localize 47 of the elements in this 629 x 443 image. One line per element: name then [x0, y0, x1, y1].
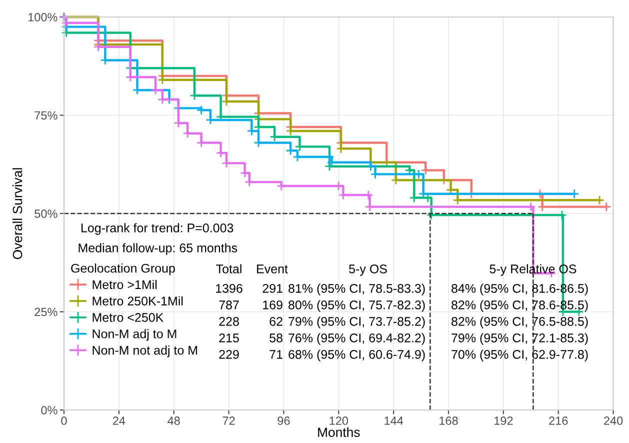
annotation: 81% (95% CI, 78.5-83.3): [288, 284, 425, 296]
x-tick-label: 144: [384, 416, 404, 425]
annotation: 79% (95% CI, 72.1-85.3): [452, 333, 588, 345]
annotation: 787: [219, 300, 239, 310]
annotation: 82% (95% CI, 76.5-88.5): [452, 316, 588, 328]
annotation: 79% (95% CI, 73.7-85.2): [288, 316, 425, 328]
annotation: 229: [219, 350, 239, 359]
annotation: Event: [257, 264, 288, 274]
y-tick-label: 50%: [34, 210, 58, 218]
x-tick-label: 72: [222, 416, 235, 425]
annotation: 215: [219, 334, 239, 342]
x-tick-label: 96: [278, 416, 290, 425]
legend-label: Non-M adj to M: [92, 329, 176, 341]
x-tick-label: 48: [168, 416, 180, 425]
x-tick-label: 192: [494, 416, 513, 425]
annotation: 76% (95% CI, 69.4-82.2): [288, 333, 425, 345]
y-tick-label: 0%: [41, 406, 58, 414]
annotation: 62: [270, 317, 282, 326]
y-tick-label: 75%: [34, 111, 58, 120]
annotation: 169: [263, 300, 282, 310]
legend-label: Metro 250K-1Mil: [92, 296, 183, 306]
legend-label: Metro <250K: [92, 313, 164, 322]
legend-label: Non-M not adj to M: [92, 346, 198, 358]
annotation: 58: [270, 334, 282, 342]
x-tick-label: 24: [112, 416, 126, 425]
x-tick-label: 168: [440, 416, 458, 425]
y-axis-title: Overall Survival: [12, 168, 22, 260]
annotation: 5-y OS: [349, 264, 387, 276]
annotation: 80% (95% CI, 75.7-82.3): [288, 300, 425, 312]
legend-title: Geolocation Group: [71, 264, 175, 276]
annotation: 68% (95% CI, 60.6-74.9): [288, 350, 425, 362]
x-tick-label: 216: [549, 416, 568, 425]
annotation: 228: [219, 317, 239, 326]
y-tick-label: 25%: [34, 308, 58, 316]
x-tick-label: 240: [604, 416, 623, 425]
annotation: 71: [270, 350, 282, 359]
annotation: Log-rank for trend: P=0.003: [82, 223, 234, 235]
annotation: 291: [262, 284, 282, 293]
y-tick-label: 100%: [28, 13, 58, 22]
x-tick-label: 120: [330, 416, 348, 425]
annotation: 1396: [216, 284, 242, 293]
annotation: 70% (95% CI, 62.9-77.8): [452, 350, 588, 362]
annotation: Total: [216, 264, 242, 274]
x-axis-title: Months: [318, 427, 360, 437]
annotation: Median follow-up: 65 months: [78, 243, 238, 255]
x-tick-label: 0: [61, 416, 67, 425]
legend-label: Metro >1Mil: [92, 280, 157, 290]
